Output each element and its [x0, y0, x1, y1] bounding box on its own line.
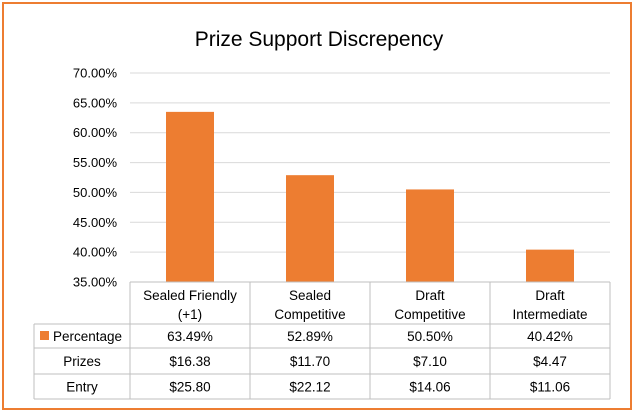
bars — [166, 111, 574, 283]
row-label: Prizes — [63, 354, 101, 369]
bar-chart: Prize Support Discrepency 35.00% 40.00% 45… — [33, 28, 611, 400]
y-tick-label: 50.00% — [73, 185, 118, 200]
bar — [166, 111, 214, 283]
table-cell: $16.38 — [169, 354, 210, 369]
y-tick-label: 70.00% — [73, 66, 118, 81]
data-table: Sealed Friendly (+1) Sealed Competitive Draf… — [33, 281, 611, 400]
y-tick-label: 65.00% — [73, 95, 118, 110]
category-label: Draft — [535, 288, 565, 303]
category-label: Sealed — [289, 288, 331, 303]
y-tick-label: 35.00% — [73, 275, 118, 290]
bar — [406, 189, 454, 282]
table-cell: 50.50% — [407, 329, 453, 344]
table-cell: $7.10 — [413, 354, 447, 369]
table-cell: 40.42% — [527, 329, 573, 344]
table-cell: $14.06 — [409, 380, 450, 395]
category-label: Competitive — [274, 307, 345, 322]
category-label: Intermediate — [512, 307, 587, 322]
y-tick-label: 60.00% — [73, 125, 118, 140]
chart-title: Prize Support Discrepency — [195, 28, 444, 51]
table-cell: $4.47 — [533, 354, 567, 369]
table-cell: 63.49% — [167, 329, 213, 344]
table-cell: $11.06 — [530, 380, 570, 395]
table-cell: $22.12 — [289, 380, 330, 395]
bar — [526, 249, 574, 282]
table-cell: 52.89% — [287, 329, 333, 344]
category-label: Draft — [415, 288, 445, 303]
category-label: (+1) — [178, 307, 202, 322]
legend-key — [40, 331, 49, 340]
chart-frame: Prize Support Discrepency 35.00% 40.00% 45… — [2, 2, 632, 410]
y-tick-label: 40.00% — [73, 245, 118, 260]
table-cell: $25.80 — [169, 380, 210, 395]
category-label: Competitive — [394, 307, 465, 322]
category-label: Sealed Friendly — [143, 288, 237, 303]
y-tick-label: 55.00% — [73, 155, 118, 170]
bar — [286, 175, 334, 282]
row-label: Entry — [66, 380, 98, 395]
table-cell: $11.70 — [290, 354, 330, 369]
y-axis-tick-labels: 35.00% 40.00% 45.00% 50.00% 55.00% 60.00% 65.0… — [73, 66, 118, 290]
y-tick-label: 45.00% — [73, 215, 118, 230]
row-label: Percentage — [53, 329, 122, 344]
